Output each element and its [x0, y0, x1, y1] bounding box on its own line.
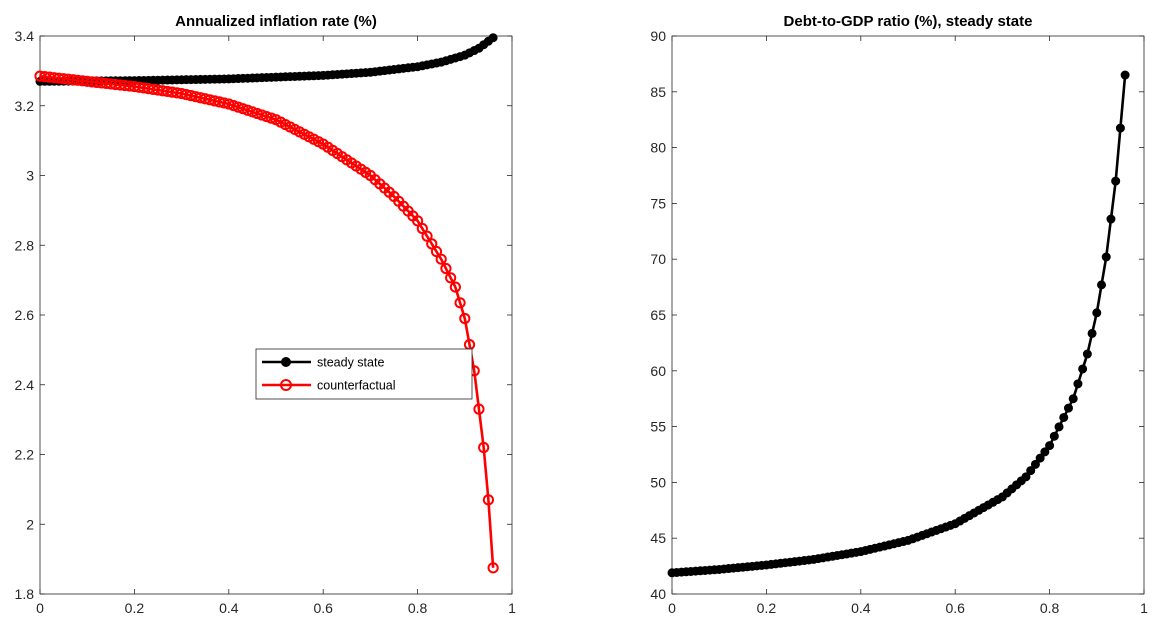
data-point — [246, 106, 258, 118]
data-point — [223, 98, 235, 110]
legend-box — [255, 348, 473, 400]
data-point — [1097, 280, 1107, 290]
data-point — [1082, 349, 1092, 359]
data-point — [1106, 214, 1116, 224]
data-point — [412, 215, 424, 227]
legend-label: counterfactual — [317, 379, 396, 393]
y-tick-label: 80 — [650, 140, 666, 156]
data-point — [440, 262, 452, 275]
data-point — [416, 222, 428, 235]
y-tick-label: 45 — [650, 530, 666, 546]
y-tick-label: 85 — [650, 84, 666, 100]
inflation-chart: Annualized inflation rate (%) 0 0.2 0.4 0.6 0… — [15, 13, 517, 616]
data-point — [260, 110, 273, 123]
y-tick-label: 60 — [650, 363, 666, 379]
y-tick-label: 50 — [650, 474, 666, 490]
data-point — [488, 33, 498, 43]
y-tick-label: 65 — [650, 307, 666, 323]
data-point — [1054, 422, 1064, 432]
legend-label: steady state — [317, 356, 384, 370]
y-tick-label: 70 — [650, 251, 666, 267]
x-tick-label: 1 — [508, 600, 516, 616]
data-point — [1092, 308, 1102, 318]
data-point — [1068, 394, 1078, 404]
x-tick-label: 0.4 — [219, 600, 239, 616]
y-tick-label: 2.8 — [15, 237, 35, 253]
x-tick-label: 0 — [36, 600, 44, 616]
y-tick-label: 75 — [650, 195, 666, 211]
y-tick-label: 90 — [650, 28, 666, 44]
data-point — [232, 101, 244, 113]
legend-marker — [280, 379, 292, 391]
data-point — [445, 272, 457, 284]
data-point — [1063, 403, 1073, 413]
data-point — [478, 441, 490, 454]
x-tick-label: 0.6 — [313, 600, 333, 616]
chart-title: Debt-to-GDP ratio (%), steady state — [784, 13, 1033, 30]
y-tick-label: 2.4 — [15, 377, 35, 393]
data-point — [1035, 453, 1045, 463]
series-debt-ratio — [667, 70, 1130, 578]
x-tick-label: 1 — [1140, 600, 1148, 616]
data-point — [1073, 379, 1083, 389]
legend-marker — [281, 357, 291, 367]
plot-area — [671, 35, 1145, 595]
data-point — [265, 112, 277, 124]
data-point — [459, 312, 471, 325]
x-tick-label: 0.8 — [1040, 600, 1060, 616]
chart-title: Annualized inflation rate (%) — [175, 13, 377, 30]
data-point — [1111, 176, 1121, 186]
x-tick-label: 0.6 — [945, 600, 965, 616]
data-point — [1120, 70, 1130, 80]
y-tick-label: 3 — [26, 168, 34, 184]
data-point — [487, 562, 499, 574]
data-point — [1040, 447, 1050, 457]
data-point — [473, 403, 485, 415]
y-tick-label: 55 — [650, 419, 666, 435]
y-tick-label: 3.4 — [15, 28, 35, 44]
data-point — [1115, 123, 1125, 133]
data-point — [426, 238, 438, 250]
x-tick-label: 0 — [668, 600, 676, 616]
data-point — [1049, 431, 1059, 441]
data-point — [435, 253, 447, 265]
y-tick-label: 1.8 — [15, 586, 35, 602]
data-point — [227, 99, 240, 112]
legend: steady state counterfactual — [255, 348, 473, 400]
data-point — [482, 494, 494, 506]
debt-to-gdp-chart: Debt-to-GDP ratio (%), steady state 0 0.2 0… — [650, 13, 1148, 616]
series-counterfactual — [34, 70, 499, 574]
x-tick-label: 0.2 — [125, 600, 145, 616]
y-tick-label: 2 — [26, 516, 34, 532]
data-point — [242, 104, 254, 116]
data-point — [237, 103, 249, 115]
data-point — [1059, 412, 1069, 422]
data-point — [1045, 441, 1055, 451]
data-point — [1021, 472, 1031, 482]
data-point — [1087, 328, 1097, 338]
data-point — [256, 109, 268, 121]
y-tick-label: 2.2 — [15, 447, 35, 463]
data-point — [1078, 364, 1088, 374]
x-tick-label: 0.4 — [851, 600, 871, 616]
data-point — [251, 107, 263, 120]
data-point — [1030, 459, 1040, 469]
data-point — [449, 281, 461, 293]
y-tick-label: 40 — [650, 586, 666, 602]
data-point — [1026, 466, 1036, 476]
data-point — [454, 297, 466, 309]
y-tick-label: 2.6 — [15, 307, 35, 323]
y-tick-label: 3.2 — [15, 98, 35, 114]
x-tick-label: 0.2 — [757, 600, 777, 616]
data-point — [1101, 252, 1111, 262]
plot-area — [39, 35, 513, 595]
data-point — [421, 230, 433, 242]
x-tick-label: 0.8 — [408, 600, 428, 616]
data-point — [430, 245, 443, 258]
